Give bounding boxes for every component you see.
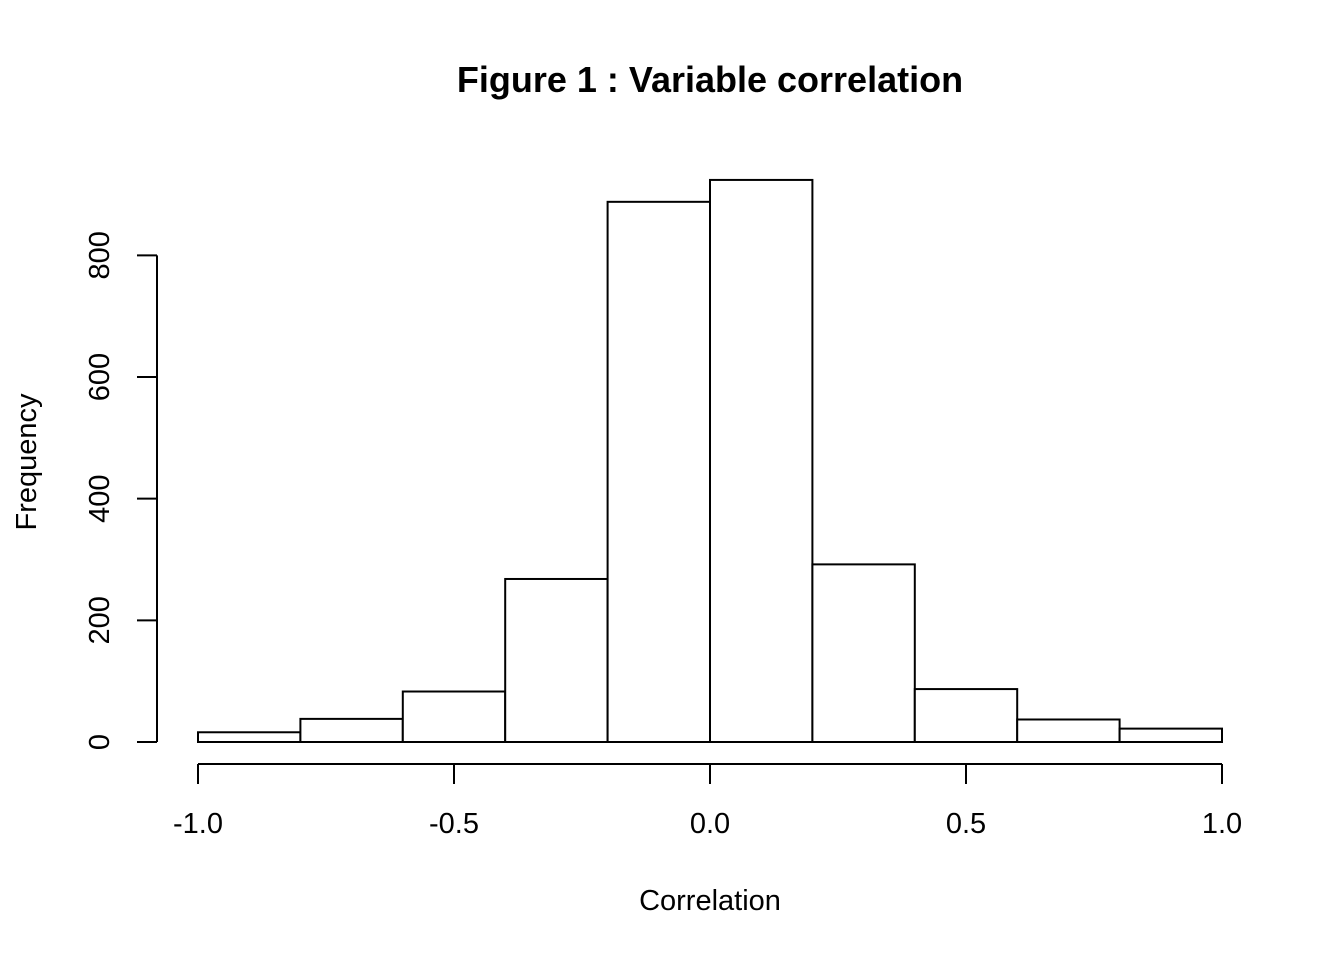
y-tick-label: 400 [84,474,116,522]
histogram-bar-9 [1016,718,1121,744]
y-tick-label: 800 [84,231,116,279]
x-tick-label: -1.0 [173,808,223,840]
histogram-bar-7 [811,563,916,743]
histogram-bar-3 [401,690,507,744]
histogram-bar-2 [299,717,404,743]
x-tick-label: -0.5 [429,808,479,840]
y-axis: 0 200 400 600 800 [84,231,158,750]
x-axis: -1.0 -0.5 0.0 0.5 1.0 [173,763,1242,840]
x-tick-label: 0.0 [690,808,730,840]
y-tick-label: 600 [84,353,116,401]
x-tick-label: 1.0 [1202,808,1242,840]
y-tick-label: 200 [84,596,116,644]
histogram-bar-4 [504,577,609,743]
histogram-bar-5 [606,200,711,744]
histogram-bar-1 [197,731,302,744]
x-axis-label: Correlation [639,885,781,917]
histogram-bar-10 [1118,727,1223,743]
histogram-bar-8 [913,688,1019,743]
chart-title: Figure 1 : Variable correlation [457,59,963,100]
x-tick-label: 0.5 [946,808,986,840]
y-axis-label: Frequency [11,393,43,531]
bars-group [197,178,1223,744]
histogram-bar-6 [709,178,814,744]
y-tick-label: 0 [84,734,116,750]
